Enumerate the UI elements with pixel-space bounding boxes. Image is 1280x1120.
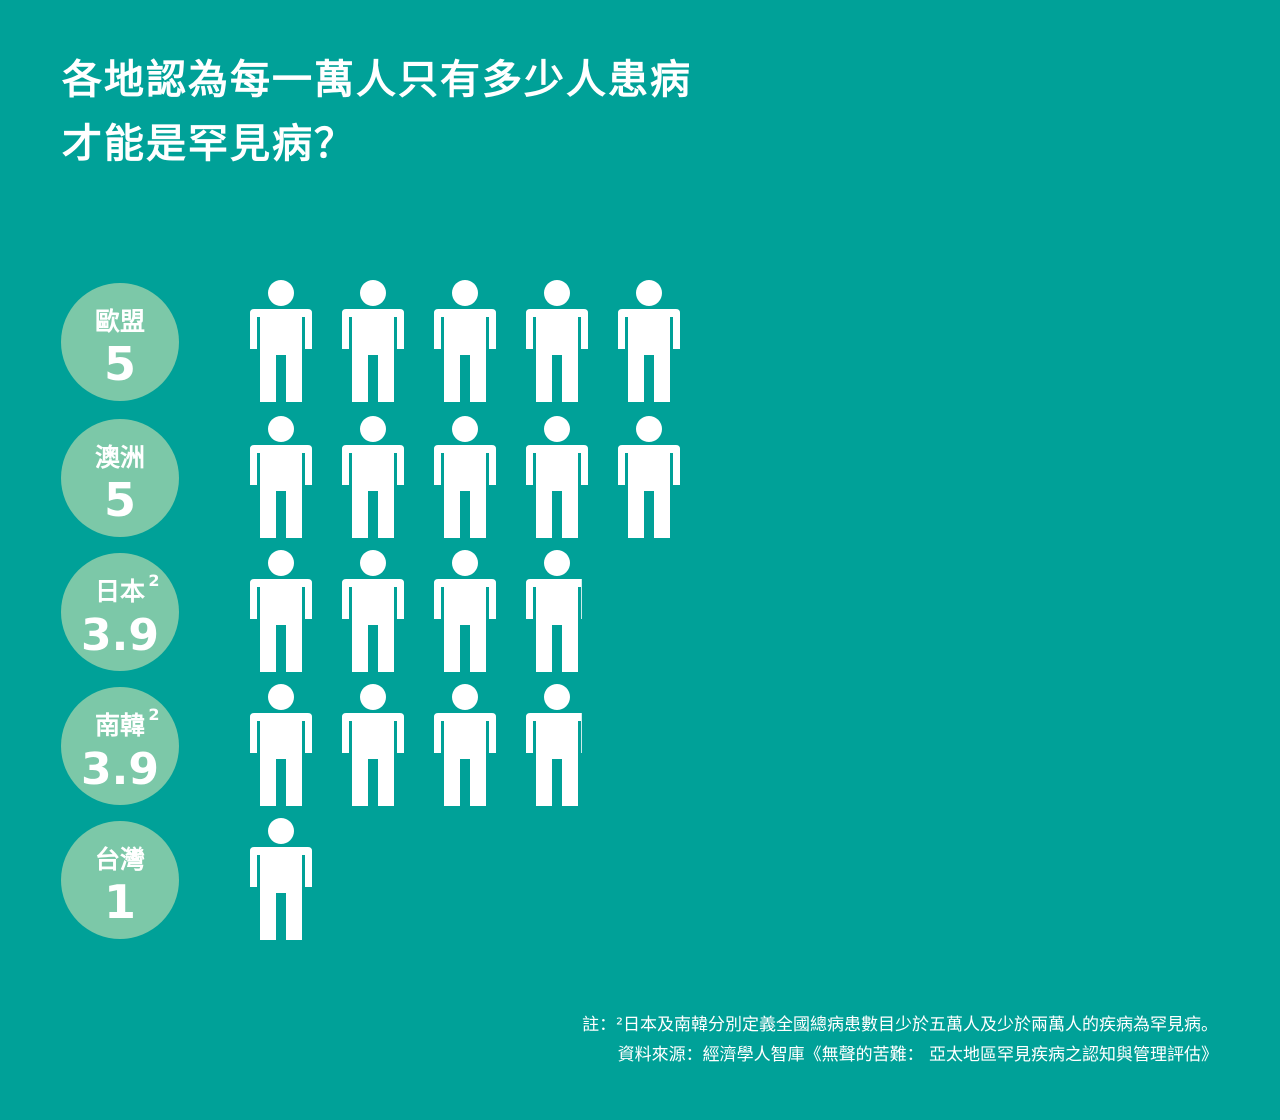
footnote-definition: 註：²日本及南韓分別定義全國總病患數目少於五萬人及少於兩萬人的疾病為罕見病。	[582, 1015, 1218, 1035]
person-icon	[342, 280, 404, 402]
value-label: 3.9	[81, 610, 159, 661]
value-label: 5	[104, 337, 136, 391]
chart-title: 各地認為每一萬人只有多少人患病 才能是罕見病？	[62, 48, 692, 176]
person-icon	[434, 550, 496, 672]
superscript-label: 2	[148, 571, 159, 590]
person-icon	[250, 818, 312, 940]
category-label: 台灣	[95, 845, 145, 874]
footnote-source: 資料來源：經濟學人智庫《無聲的苦難： 亞太地區罕見疾病之認知與管理評估》	[617, 1045, 1218, 1065]
footnotes: 註：²日本及南韓分別定義全國總病患數目少於五萬人及少於兩萬人的疾病為罕見病。 資…	[582, 1010, 1218, 1070]
badge-4: 台灣1	[61, 821, 179, 939]
person-icon	[526, 550, 582, 672]
person-icon	[526, 416, 588, 538]
badge-circle	[61, 419, 179, 537]
person-icon	[342, 416, 404, 538]
chart-title-line-2: 才能是罕見病？	[62, 121, 356, 167]
person-icon	[526, 280, 588, 402]
person-icon	[434, 416, 496, 538]
person-icon	[342, 684, 404, 806]
badge-3: 南韓 2 3.9	[61, 687, 179, 805]
badge-0: 歐盟5	[61, 283, 179, 401]
superscript-label: 2	[148, 705, 159, 724]
value-label: 1	[104, 875, 136, 929]
person-icon	[526, 684, 582, 806]
person-icon	[434, 280, 496, 402]
badge-circle	[61, 821, 179, 939]
badge-circle	[61, 687, 179, 805]
person-icon	[250, 550, 312, 672]
category-label: 南韓	[95, 711, 145, 740]
value-label: 5	[104, 473, 136, 527]
badge-1: 澳洲5	[61, 419, 179, 537]
person-icon	[618, 416, 680, 538]
person-icon	[250, 684, 312, 806]
person-icon	[342, 550, 404, 672]
badge-circle	[61, 283, 179, 401]
value-label: 3.9	[81, 744, 159, 795]
person-icon	[250, 416, 312, 538]
category-label: 日本	[95, 577, 145, 606]
chart-title-line-1: 各地認為每一萬人只有多少人患病	[62, 57, 692, 103]
category-label: 澳洲	[95, 443, 145, 472]
person-icon	[250, 280, 312, 402]
person-icon	[434, 684, 496, 806]
person-icon	[618, 280, 680, 402]
badge-circle	[61, 553, 179, 671]
badge-2: 日本 2 3.9	[61, 553, 179, 671]
category-label: 歐盟	[95, 307, 145, 336]
